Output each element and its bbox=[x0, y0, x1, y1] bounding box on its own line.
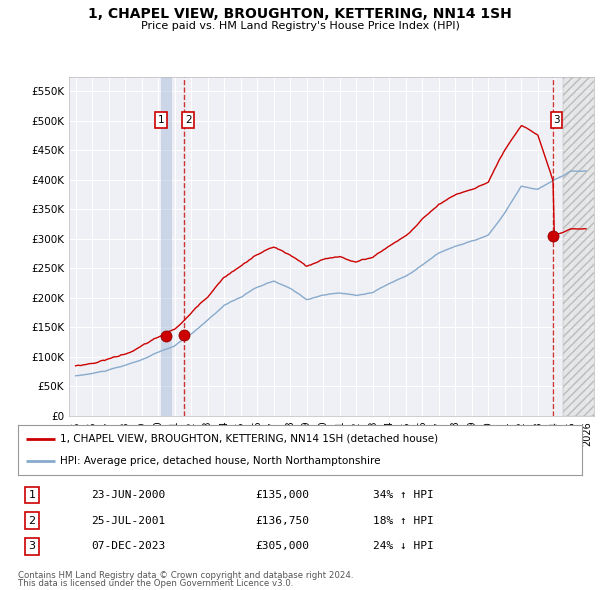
Text: 07-DEC-2023: 07-DEC-2023 bbox=[91, 542, 166, 551]
Text: 2: 2 bbox=[185, 115, 191, 125]
Text: 24% ↓ HPI: 24% ↓ HPI bbox=[373, 542, 434, 551]
Text: 1, CHAPEL VIEW, BROUGHTON, KETTERING, NN14 1SH: 1, CHAPEL VIEW, BROUGHTON, KETTERING, NN… bbox=[88, 7, 512, 21]
Text: 1, CHAPEL VIEW, BROUGHTON, KETTERING, NN14 1SH (detached house): 1, CHAPEL VIEW, BROUGHTON, KETTERING, NN… bbox=[60, 434, 439, 444]
Bar bbox=[563, 77, 600, 416]
Text: HPI: Average price, detached house, North Northamptonshire: HPI: Average price, detached house, Nort… bbox=[60, 456, 381, 466]
Text: £135,000: £135,000 bbox=[255, 490, 309, 500]
Text: 2: 2 bbox=[29, 516, 35, 526]
Text: 25-JUL-2001: 25-JUL-2001 bbox=[91, 516, 166, 526]
Text: 34% ↑ HPI: 34% ↑ HPI bbox=[373, 490, 434, 500]
Text: Price paid vs. HM Land Registry's House Price Index (HPI): Price paid vs. HM Land Registry's House … bbox=[140, 21, 460, 31]
Text: 3: 3 bbox=[29, 542, 35, 551]
Text: 18% ↑ HPI: 18% ↑ HPI bbox=[373, 516, 434, 526]
Text: 1: 1 bbox=[158, 115, 164, 125]
Text: £305,000: £305,000 bbox=[255, 542, 309, 551]
Text: £136,750: £136,750 bbox=[255, 516, 309, 526]
Text: 3: 3 bbox=[553, 115, 560, 125]
Text: Contains HM Land Registry data © Crown copyright and database right 2024.: Contains HM Land Registry data © Crown c… bbox=[18, 571, 353, 579]
Text: This data is licensed under the Open Government Licence v3.0.: This data is licensed under the Open Gov… bbox=[18, 579, 293, 588]
Text: 1: 1 bbox=[29, 490, 35, 500]
Bar bbox=[563, 77, 600, 416]
Text: 23-JUN-2000: 23-JUN-2000 bbox=[91, 490, 166, 500]
